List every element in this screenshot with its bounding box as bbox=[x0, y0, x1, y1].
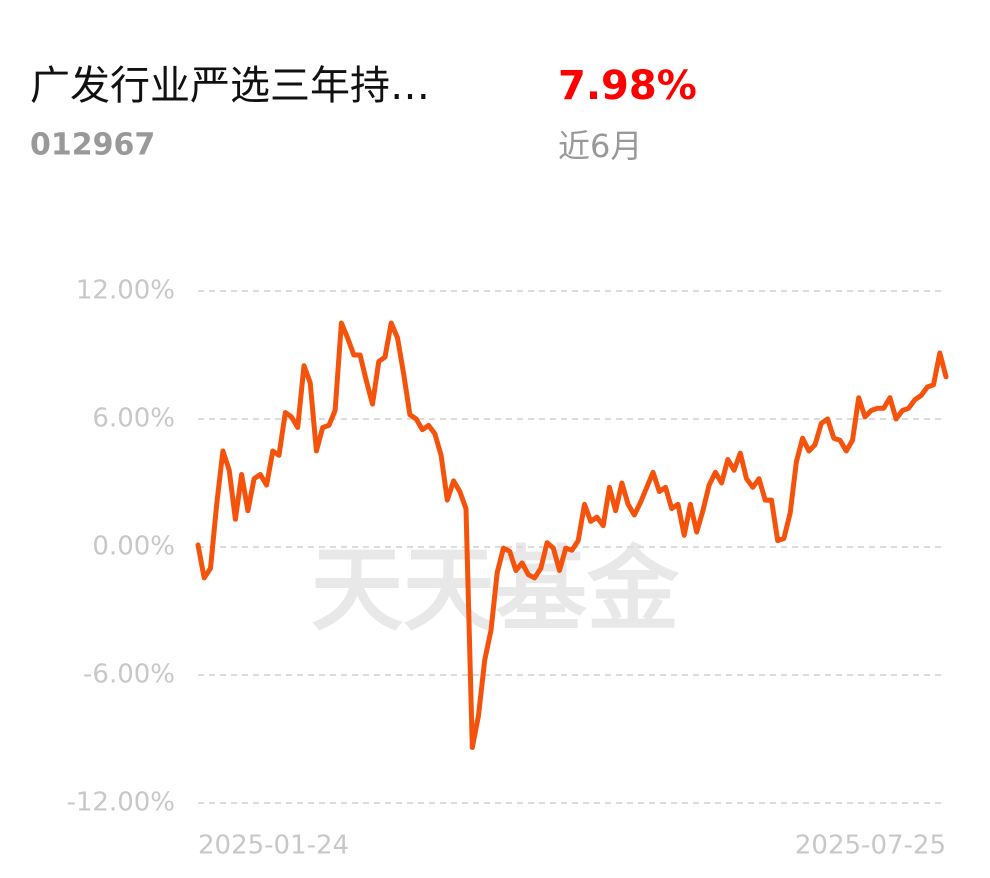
y-tick-label: 0.00% bbox=[92, 532, 175, 562]
x-tick-label: 2025-07-25 bbox=[795, 831, 946, 861]
y-tick-label: -12.00% bbox=[66, 788, 175, 818]
x-tick-label: 2025-01-24 bbox=[198, 831, 349, 861]
y-tick-label: 12.00% bbox=[76, 276, 175, 306]
fund-title: 广发行业严选三年持… bbox=[30, 63, 430, 109]
line bbox=[195, 320, 949, 750]
return-value: 7.98% bbox=[558, 63, 697, 109]
y-tick-label: -6.00% bbox=[83, 660, 175, 690]
return-period: 近6月 bbox=[558, 127, 642, 165]
y-tick-label: 6.00% bbox=[92, 404, 175, 434]
fund-code: 012967 bbox=[30, 128, 155, 163]
